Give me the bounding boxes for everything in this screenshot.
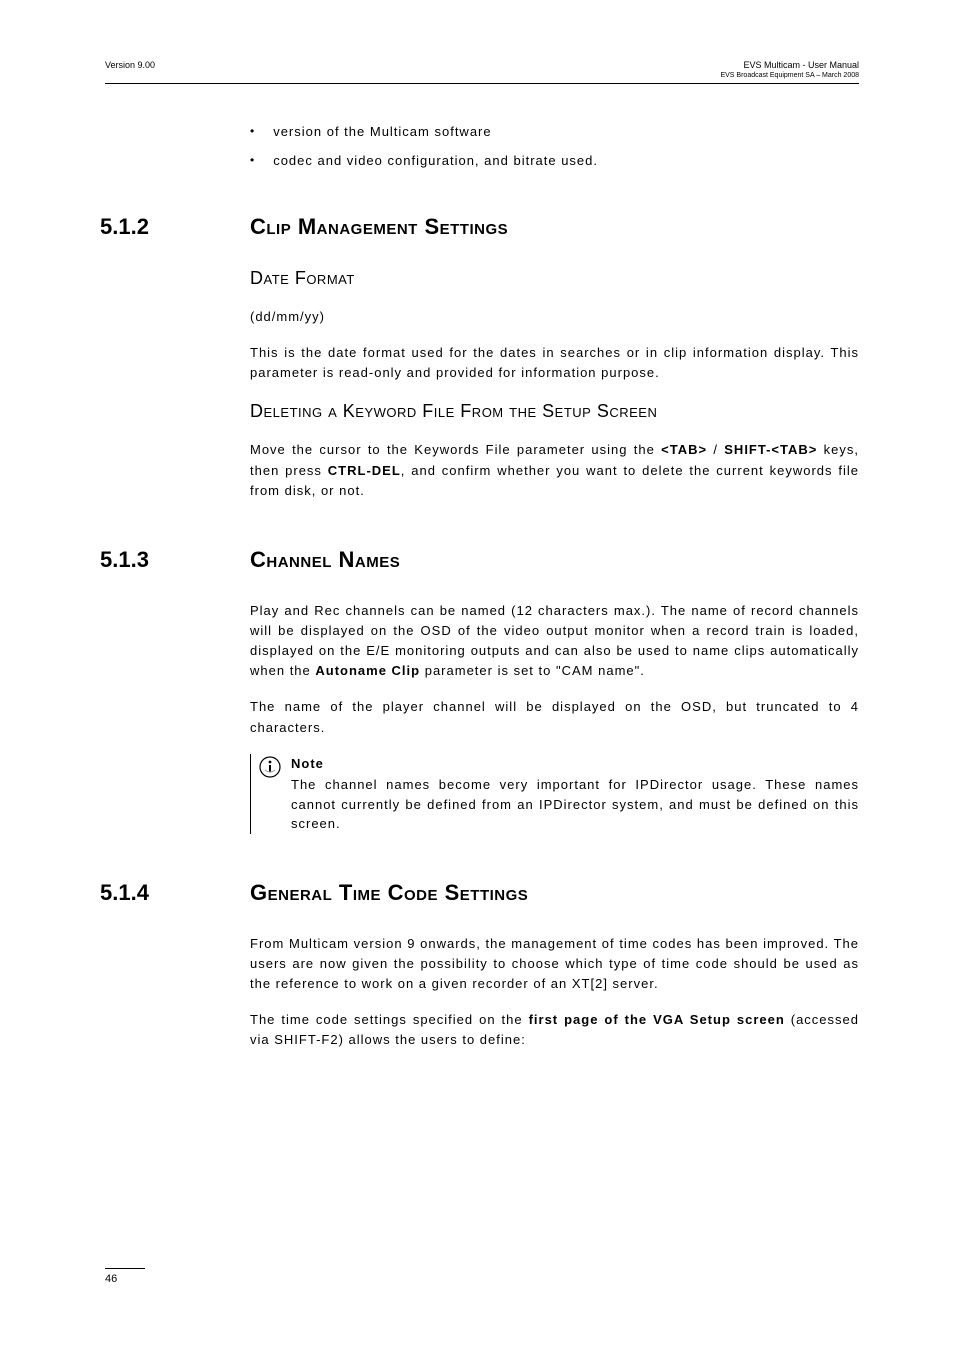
note-block: Note The channel names become very impor… xyxy=(250,754,859,834)
text-fragment: The time code settings specified on the xyxy=(250,1012,529,1027)
section-number: 5.1.3 xyxy=(100,547,250,573)
section-title: Clip Management Settings xyxy=(250,214,508,240)
header-subtitle: EVS Broadcast Equipment SA – March 2008 xyxy=(720,72,859,79)
text-fragment: parameter is set to "CAM name". xyxy=(420,663,645,678)
section-heading-513: 5.1.3 Channel Names xyxy=(100,547,859,573)
note-text: Note The channel names become very impor… xyxy=(291,754,859,834)
vga-setup-term: first page of the VGA Setup screen xyxy=(529,1012,785,1027)
key-shift-tab: SHIFT-<TAB> xyxy=(724,442,817,457)
autoname-clip-term: Autoname Clip xyxy=(315,663,420,678)
text-fragment: / xyxy=(707,442,724,457)
subsection-date-format: Date Format xyxy=(250,268,859,289)
subsection-delete-keyword: Deleting a Keyword File From the Setup S… xyxy=(250,401,859,422)
header-version: Version 9.00 xyxy=(105,60,155,70)
key-ctrl-del: CTRL-DEL xyxy=(328,463,401,478)
intro-bullets: • version of the Multicam software • cod… xyxy=(250,124,859,168)
timecode-p1: From Multicam version 9 onwards, the man… xyxy=(250,934,859,994)
section-heading-512: 5.1.2 Clip Management Settings xyxy=(100,214,859,240)
note-icon xyxy=(259,756,281,783)
date-format-code: (dd/mm/yy) xyxy=(250,307,859,327)
section-514-body: From Multicam version 9 onwards, the man… xyxy=(250,934,859,1051)
section-number: 5.1.2 xyxy=(100,214,250,240)
header-title: EVS Multicam - User Manual xyxy=(720,60,859,70)
note-body: The channel names become very important … xyxy=(291,777,859,831)
section-title: General Time Code Settings xyxy=(250,880,528,906)
bullet-item: • codec and video configuration, and bit… xyxy=(250,153,859,168)
section-heading-514: 5.1.4 General Time Code Settings xyxy=(100,880,859,906)
section-title: Channel Names xyxy=(250,547,400,573)
key-tab: <TAB> xyxy=(661,442,707,457)
text-fragment: Move the cursor to the Keywords File par… xyxy=(250,442,661,457)
section-513-body: Play and Rec channels can be named (12 c… xyxy=(250,601,859,834)
channel-names-p1: Play and Rec channels can be named (12 c… xyxy=(250,601,859,682)
bullet-text: codec and video configuration, and bitra… xyxy=(273,153,598,168)
bullet-icon: • xyxy=(250,124,255,139)
bullet-item: • version of the Multicam software xyxy=(250,124,859,139)
delete-keyword-desc: Move the cursor to the Keywords File par… xyxy=(250,440,859,500)
date-format-desc: This is the date format used for the dat… xyxy=(250,343,859,383)
channel-names-p2: The name of the player channel will be d… xyxy=(250,697,859,737)
section-number: 5.1.4 xyxy=(100,880,250,906)
page-header: Version 9.00 EVS Multicam - User Manual … xyxy=(105,60,859,84)
section-512-body: Date Format (dd/mm/yy) This is the date … xyxy=(250,268,859,501)
header-right: EVS Multicam - User Manual EVS Broadcast… xyxy=(720,60,859,79)
page-number: 46 xyxy=(105,1268,145,1285)
bullet-icon: • xyxy=(250,153,255,168)
note-label: Note xyxy=(291,754,859,774)
bullet-text: version of the Multicam software xyxy=(273,124,491,139)
timecode-p2: The time code settings specified on the … xyxy=(250,1010,859,1050)
